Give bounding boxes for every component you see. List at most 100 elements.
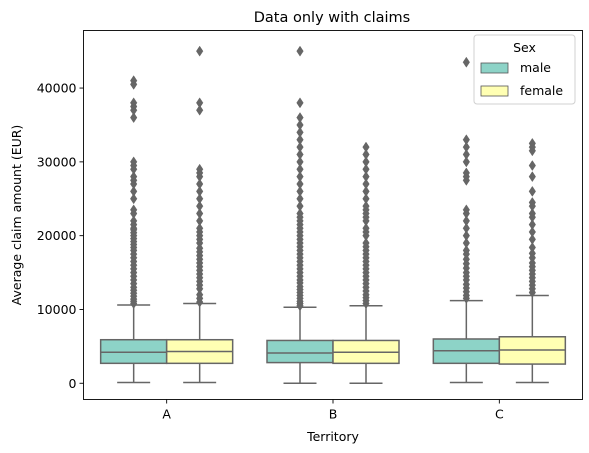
- outlier-point: [296, 156, 304, 168]
- outlier-point: [130, 193, 138, 205]
- y-tick-label: 0: [69, 376, 77, 391]
- outlier-point: [362, 141, 370, 153]
- outlier-point: [296, 200, 304, 212]
- outlier-point: [296, 134, 304, 146]
- outlier-point: [296, 126, 304, 138]
- outlier-point: [362, 163, 370, 175]
- outlier-point: [462, 215, 470, 227]
- outlier-point: [196, 45, 204, 57]
- box-female-A: [165, 45, 234, 384]
- outlier-point: [296, 171, 304, 183]
- x-tick-label: B: [329, 407, 338, 422]
- outlier-point: [362, 237, 370, 249]
- outlier-point: [196, 215, 204, 227]
- box-iqr: [266, 339, 334, 364]
- x-tick-label: A: [162, 407, 171, 422]
- y-tick-label: 30000: [37, 154, 77, 169]
- legend-title: Sex: [513, 40, 536, 55]
- outlier-point: [462, 134, 470, 146]
- outlier-point: [196, 222, 204, 234]
- outlier-point: [296, 112, 304, 124]
- box-male-A: [99, 75, 168, 384]
- box-female-B: [332, 141, 400, 385]
- outlier-point: [362, 200, 370, 212]
- legend-swatch-male: [480, 62, 509, 74]
- outlier-point: [528, 185, 536, 197]
- outlier-point: [462, 149, 470, 160]
- outlier-point: [196, 97, 204, 109]
- outlier-point: [528, 242, 536, 253]
- outlier-point: [528, 208, 536, 219]
- outlier-point: [130, 75, 138, 87]
- outlier-point: [462, 204, 470, 216]
- box-female-C: [498, 137, 567, 384]
- outlier-point: [196, 193, 204, 205]
- outlier-point: [462, 237, 470, 249]
- boxes-layer: [99, 45, 567, 385]
- outlier-point: [130, 97, 138, 109]
- outlier-point: [462, 167, 470, 179]
- outlier-point: [462, 222, 470, 234]
- outlier-point: [528, 247, 536, 259]
- outlier-point: [362, 185, 370, 197]
- x-axis: A B C: [162, 399, 504, 422]
- legend: Sex male female: [473, 34, 576, 105]
- outlier-point: [296, 185, 304, 197]
- y-tick-label: 40000: [37, 81, 77, 96]
- x-axis-label: Territory: [306, 429, 359, 444]
- outlier-point: [362, 222, 370, 234]
- outlier-point: [462, 244, 470, 256]
- y-tick-label: 10000: [37, 302, 77, 317]
- outlier-point: [528, 137, 536, 149]
- box-male-B: [266, 45, 334, 385]
- outlier-point: [196, 178, 204, 190]
- x-tick-label: C: [495, 407, 504, 422]
- outlier-point: [196, 104, 204, 116]
- y-axis-label: Average claim amount (EUR): [9, 125, 24, 306]
- legend-label-female: female: [520, 83, 563, 98]
- outlier-point: [130, 156, 138, 168]
- outlier-point: [296, 193, 304, 205]
- outlier-point: [196, 185, 204, 197]
- outlier-point: [528, 171, 536, 183]
- outlier-point: [296, 163, 304, 175]
- legend-swatch-female: [480, 85, 509, 97]
- chart-title: Data only with claims: [254, 10, 410, 26]
- outlier-point: [462, 141, 470, 153]
- outlier-point: [362, 149, 370, 160]
- outlier-point: [528, 226, 536, 238]
- outlier-point: [296, 141, 304, 153]
- outlier-point: [462, 156, 470, 168]
- outlier-point: [362, 193, 370, 205]
- y-axis: 0 10000 20000 30000 40000: [37, 81, 84, 391]
- outlier-point: [528, 233, 536, 245]
- outlier-point: [362, 171, 370, 183]
- outlier-point: [130, 185, 138, 197]
- outlier-point: [130, 171, 138, 183]
- outlier-point: [196, 289, 204, 301]
- outlier-point: [528, 219, 536, 231]
- legend-label-male: male: [520, 60, 551, 75]
- outlier-point: [296, 97, 304, 109]
- outlier-point: [296, 149, 304, 160]
- outlier-point: [130, 204, 138, 216]
- outlier-point: [130, 112, 138, 124]
- outlier-point: [362, 178, 370, 190]
- outlier-point: [296, 178, 304, 190]
- y-tick-label: 20000: [37, 228, 77, 243]
- outlier-point: [296, 208, 304, 219]
- outlier-point: [362, 156, 370, 168]
- box-male-C: [432, 56, 501, 384]
- outlier-point: [296, 119, 304, 131]
- outlier-point: [196, 163, 204, 175]
- outlier-point: [196, 200, 204, 212]
- outlier-point: [196, 208, 204, 219]
- outlier-point: [528, 160, 536, 172]
- outlier-point: [130, 215, 138, 227]
- plot-frame: [83, 30, 583, 400]
- outlier-point: [462, 230, 470, 242]
- outlier-point: [296, 45, 304, 57]
- outlier-point: [462, 56, 470, 68]
- outlier-point: [528, 197, 536, 208]
